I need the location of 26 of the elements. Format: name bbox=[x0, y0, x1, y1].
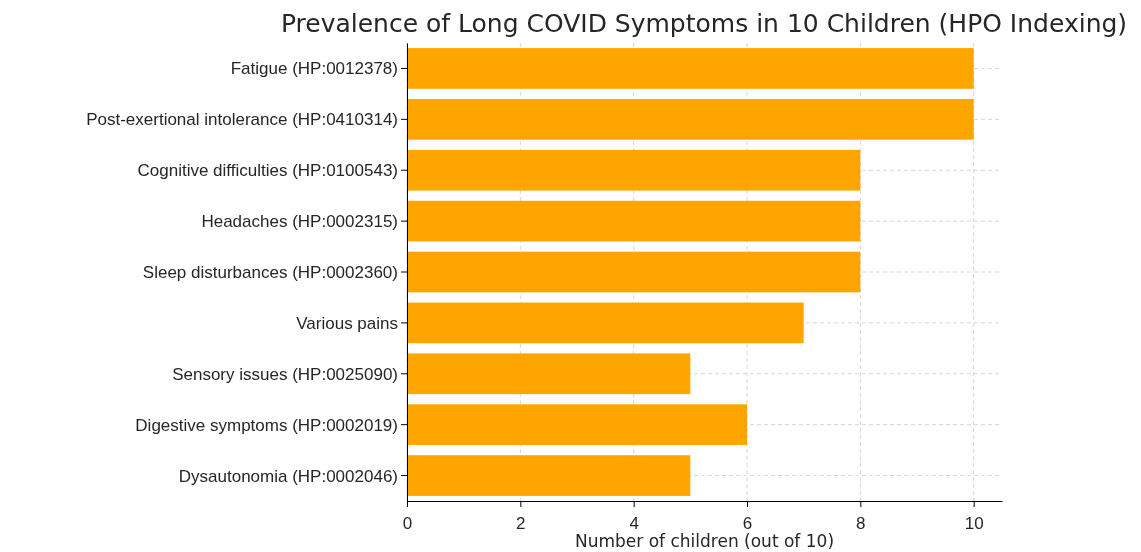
x-tick-label: 6 bbox=[742, 513, 753, 533]
y-tick-label: Digestive symptoms (HP:0002019) bbox=[135, 415, 398, 435]
x-tick-label: 4 bbox=[629, 513, 639, 533]
y-tick-label: Fatigue (HP:0012378) bbox=[230, 59, 398, 79]
y-tick-label: Post-exertional intolerance (HP:0410314) bbox=[86, 110, 398, 130]
x-tick-label: 8 bbox=[856, 513, 866, 533]
x-tick-label: 2 bbox=[516, 513, 526, 533]
bar bbox=[407, 98, 974, 140]
bar bbox=[407, 404, 747, 446]
y-tick-label: Various pains bbox=[296, 313, 398, 333]
bar bbox=[407, 353, 691, 395]
y-tick-label: Sleep disturbances (HP:0002360) bbox=[142, 262, 398, 282]
y-tick-label: Dysautonomia (HP:0002046) bbox=[178, 466, 398, 486]
bar bbox=[407, 149, 861, 191]
chart-title: Prevalence of Long COVID Symptoms in 10 Children (HPO Indexing) bbox=[280, 9, 1128, 38]
y-tick-label: Cognitive difficulties (HP:0100543) bbox=[137, 161, 398, 181]
y-tick-label: Headaches (HP:0002315) bbox=[201, 212, 398, 232]
x-axis-title: Number of children (out of 10) bbox=[574, 531, 835, 551]
bar bbox=[407, 251, 861, 293]
y-tick-label: Sensory issues (HP:0025090) bbox=[172, 364, 398, 384]
x-tick-label: 0 bbox=[402, 513, 413, 533]
bar bbox=[407, 48, 974, 89]
bar bbox=[407, 302, 804, 344]
bar bbox=[407, 200, 861, 242]
bar bbox=[407, 455, 691, 496]
x-tick-label: 10 bbox=[964, 513, 984, 533]
